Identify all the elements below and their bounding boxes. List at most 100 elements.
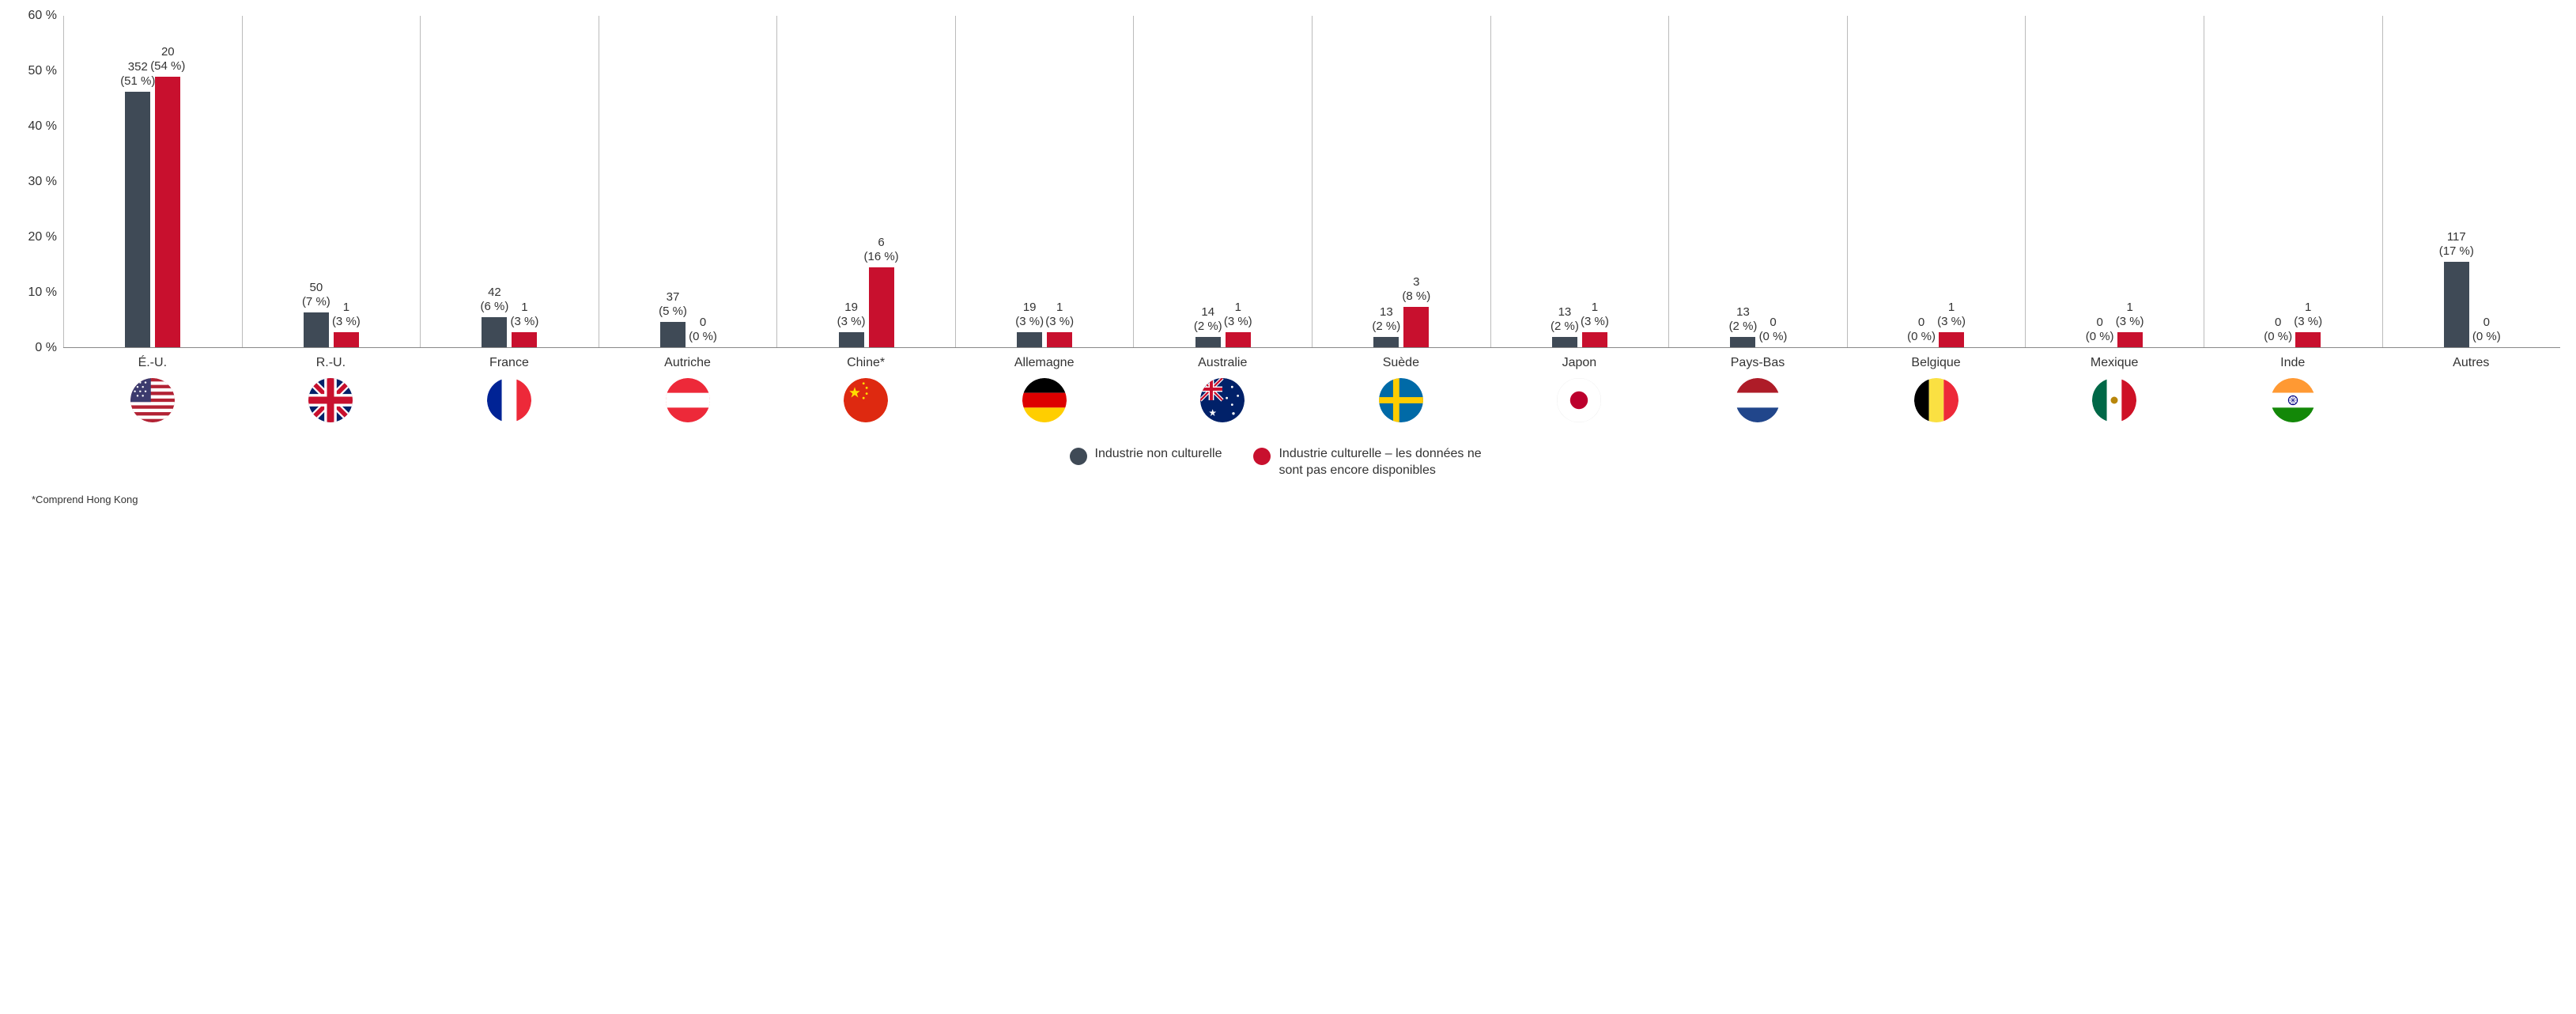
bar-chart: 0 %10 %20 %30 %40 %50 %60 % 352(51 %)20(…: [16, 16, 2560, 505]
cultural-bar-label: 1(3 %): [2294, 301, 2322, 329]
cultural-bar: [1047, 332, 1072, 347]
cultural-bar-column: 0(0 %): [690, 316, 716, 347]
cultural-bar-column: 0(0 %): [2474, 316, 2499, 347]
category-group: 37(5 %)0(0 %): [599, 16, 777, 347]
au-flag-icon: [1200, 378, 1245, 422]
legend-item-cultural: Industrie culturelle – les données ne so…: [1253, 446, 1506, 479]
cn-flag-icon: [844, 378, 888, 422]
x-category: Mexique: [2025, 348, 2204, 422]
cultural-bar: [1939, 332, 1964, 347]
x-category-label: Mexique: [2091, 356, 2138, 370]
legend: Industrie non culturelle Industrie cultu…: [16, 446, 2560, 479]
noncultural-bar: [660, 322, 686, 347]
noncultural-bar: [1017, 332, 1042, 347]
x-category: Belgique: [1847, 348, 2026, 422]
noncultural-bar-column: 19(3 %): [839, 301, 864, 347]
jp-flag-icon: [1557, 378, 1601, 422]
noncultural-bar: [1730, 337, 1755, 347]
x-category-label: Belgique: [1911, 356, 1960, 370]
y-tick: 40 %: [28, 119, 57, 134]
x-category-label: Pays-Bas: [1731, 356, 1785, 370]
cultural-bar-label: 20(54 %): [150, 45, 185, 74]
category-group: 50(7 %)1(3 %): [242, 16, 421, 347]
noncultural-bar: [1195, 337, 1221, 347]
cultural-bar-column: 1(3 %): [1226, 301, 1251, 347]
category-group: 19(3 %)1(3 %): [955, 16, 1134, 347]
legend-label-noncultural: Industrie non culturelle: [1095, 446, 1222, 463]
cultural-bar-column: 1(3 %): [2117, 301, 2143, 347]
x-category-label: Allemagne: [1014, 356, 1075, 370]
category-group: 13(2 %)1(3 %): [1490, 16, 1669, 347]
x-category: France: [420, 348, 599, 422]
chart-plot-area: 0 %10 %20 %30 %40 %50 %60 % 352(51 %)20(…: [16, 16, 2560, 348]
noncultural-bar-column: 0(0 %): [1909, 316, 1934, 347]
x-category-label: Autres: [2453, 356, 2489, 370]
noncultural-bar-column: 13(2 %): [1730, 305, 1755, 347]
legend-dot-noncultural: [1070, 448, 1087, 465]
legend-label-cultural: Industrie culturelle – les données ne so…: [1279, 446, 1506, 479]
noncultural-bar: [304, 312, 329, 347]
de-flag-icon: [1022, 378, 1067, 422]
cultural-bar: [334, 332, 359, 347]
noncultural-bar-label: 19(3 %): [837, 301, 866, 329]
noncultural-bar-column: 19(3 %): [1017, 301, 1042, 347]
noncultural-bar-label: 13(2 %): [1372, 305, 1400, 334]
category-group: 42(6 %)1(3 %): [420, 16, 599, 347]
cultural-bar: [869, 267, 894, 347]
x-category: Autres: [2382, 348, 2561, 422]
cultural-bar: [2295, 332, 2321, 347]
noncultural-bar: [1552, 337, 1577, 347]
cultural-bar-column: 1(3 %): [1939, 301, 1964, 347]
cultural-bar-label: 1(3 %): [511, 301, 539, 329]
x-category-label: Chine*: [847, 356, 885, 370]
category-group: 14(2 %)1(3 %): [1133, 16, 1312, 347]
cultural-bar-column: 1(3 %): [1047, 301, 1072, 347]
x-category: Chine*: [776, 348, 955, 422]
y-tick: 0 %: [35, 341, 57, 355]
noncultural-bar-column: 50(7 %): [304, 281, 329, 347]
noncultural-bar-label: 42(6 %): [481, 286, 509, 314]
y-tick: 20 %: [28, 230, 57, 244]
noncultural-bar-column: 42(6 %): [482, 286, 507, 347]
x-category: Pays-Bas: [1668, 348, 1847, 422]
cultural-bar-label: 3(8 %): [1402, 275, 1430, 304]
noncultural-bar: [839, 332, 864, 347]
plot-region: 352(51 %)20(54 %)50(7 %)1(3 %)42(6 %)1(3…: [63, 16, 2560, 348]
category-group: 19(3 %)6(16 %): [776, 16, 955, 347]
category-group: 13(2 %)3(8 %): [1312, 16, 1490, 347]
noncultural-bar: [1373, 337, 1399, 347]
mx-flag-icon: [2092, 378, 2136, 422]
noncultural-bar: [482, 317, 507, 347]
cultural-bar-column: 1(3 %): [512, 301, 537, 347]
noncultural-bar-column: 14(2 %): [1195, 305, 1221, 347]
cultural-bar-column: 6(16 %): [869, 236, 894, 347]
x-category-label: Australie: [1198, 356, 1247, 370]
cultural-bar-column: 1(3 %): [2295, 301, 2321, 347]
noncultural-bar-column: 0(0 %): [2087, 316, 2113, 347]
cultural-bar-label: 1(3 %): [1937, 301, 1966, 329]
x-category: Australie: [1133, 348, 1312, 422]
y-tick: 50 %: [28, 64, 57, 78]
x-category-label: Japon: [1562, 356, 1597, 370]
cultural-bar-label: 0(0 %): [2472, 316, 2501, 344]
cultural-bar: [1226, 332, 1251, 347]
cultural-bar-column: 1(3 %): [1582, 301, 1607, 347]
y-tick: 30 %: [28, 175, 57, 189]
cultural-bar: [1582, 332, 1607, 347]
noncultural-bar-label: 37(5 %): [659, 290, 687, 319]
cultural-bar: [1403, 307, 1429, 347]
y-tick: 60 %: [28, 9, 57, 23]
category-group: 0(0 %)1(3 %): [2025, 16, 2204, 347]
footnote: *Comprend Hong Kong: [32, 494, 2560, 505]
noncultural-bar-column: 352(51 %): [125, 60, 150, 347]
x-category: É.-U.: [63, 348, 242, 422]
y-axis: 0 %10 %20 %30 %40 %50 %60 %: [16, 16, 63, 348]
category-group: 0(0 %)1(3 %): [2204, 16, 2382, 347]
category-group: 0(0 %)1(3 %): [1847, 16, 2026, 347]
x-category: R.-U.: [242, 348, 421, 422]
at-flag-icon: [666, 378, 710, 422]
cultural-bar: [2117, 332, 2143, 347]
noncultural-bar-label: 0(0 %): [2086, 316, 2114, 344]
us-flag-icon: [130, 378, 175, 422]
cultural-bar-label: 1(3 %): [1224, 301, 1252, 329]
